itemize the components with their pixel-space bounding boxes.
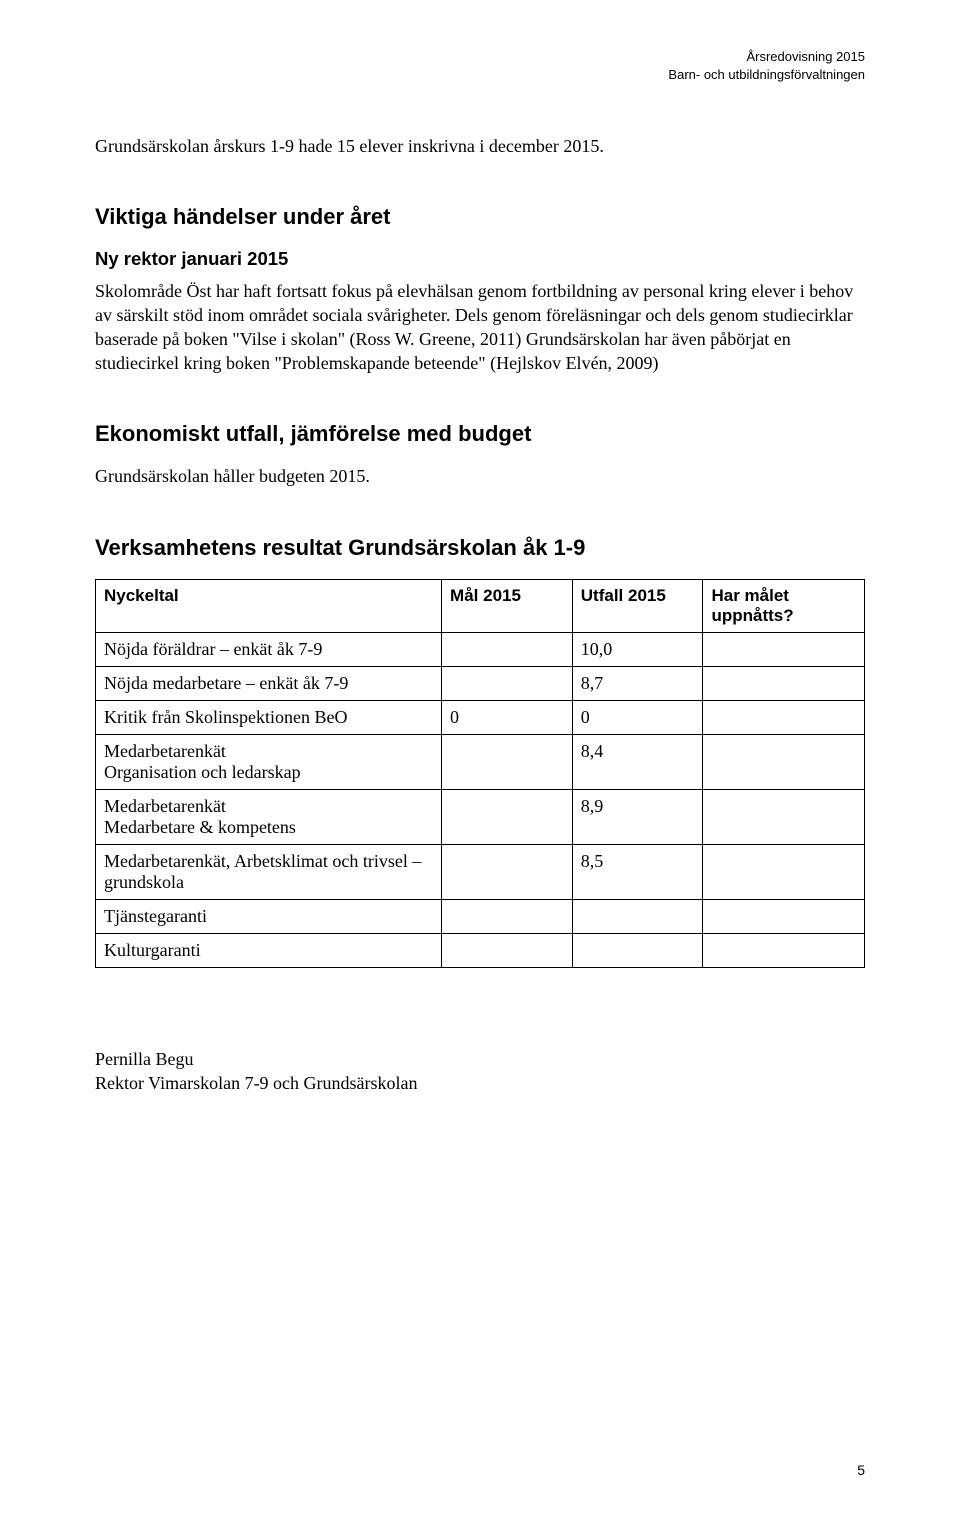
cell-utfall: 8,7: [572, 667, 703, 701]
cell-har: [703, 735, 865, 790]
results-table: Nyckeltal Mål 2015 Utfall 2015 Har målet…: [95, 579, 865, 968]
table-row: Kulturgaranti: [96, 934, 865, 968]
section-economy-heading: Ekonomiskt utfall, jämförelse med budget: [95, 421, 865, 447]
table-header-row: Nyckeltal Mål 2015 Utfall 2015 Har målet…: [96, 580, 865, 633]
cell-mal: 0: [442, 701, 573, 735]
cell-utfall: [572, 934, 703, 968]
table-row: Medarbetarenkät Organisation och ledarsk…: [96, 735, 865, 790]
cell-utfall: 0: [572, 701, 703, 735]
cell-nyckeltal: Medarbetarenkät Organisation och ledarsk…: [96, 735, 442, 790]
section-economy: Ekonomiskt utfall, jämförelse med budget…: [95, 421, 865, 489]
page-header: Årsredovisning 2015 Barn- och utbildning…: [668, 48, 865, 83]
cell-utfall: 8,4: [572, 735, 703, 790]
cell-nyckeltal: Tjänstegaranti: [96, 900, 442, 934]
section-economy-paragraph: Grundsärskolan håller budgeten 2015.: [95, 465, 865, 489]
cell-nyckeltal: Medarbetarenkät, Arbetsklimat och trivse…: [96, 845, 442, 900]
section-results: Verksamhetens resultat Grundsärskolan åk…: [95, 535, 865, 968]
cell-nyckeltal: Nöjda medarbetare – enkät åk 7-9: [96, 667, 442, 701]
section-events-heading: Viktiga händelser under året: [95, 204, 865, 230]
cell-har: [703, 934, 865, 968]
signature-title: Rektor Vimarskolan 7-9 och Grundsärskola…: [95, 1072, 865, 1095]
cell-har: [703, 845, 865, 900]
intro-paragraph: Grundsärskolan årskurs 1-9 hade 15 eleve…: [95, 135, 865, 158]
page-number: 5: [857, 1462, 865, 1478]
section-events-paragraph: Skolområde Öst har haft fortsatt fokus p…: [95, 280, 865, 375]
header-line-2: Barn- och utbildningsförvaltningen: [668, 66, 865, 84]
section-events: Viktiga händelser under året Ny rektor j…: [95, 204, 865, 375]
header-line-1: Årsredovisning 2015: [668, 48, 865, 66]
table-row: Medarbetarenkät, Arbetsklimat och trivse…: [96, 845, 865, 900]
document-page: Årsredovisning 2015 Barn- och utbildning…: [0, 0, 960, 1145]
cell-mal: [442, 790, 573, 845]
table-row: Tjänstegaranti: [96, 900, 865, 934]
table-row: Nöjda föräldrar – enkät åk 7-9 10,0: [96, 633, 865, 667]
signature-block: Pernilla Begu Rektor Vimarskolan 7-9 och…: [95, 1048, 865, 1095]
cell-mal: [442, 900, 573, 934]
section-results-heading: Verksamhetens resultat Grundsärskolan åk…: [95, 535, 865, 561]
cell-har: [703, 900, 865, 934]
table-header-utfall: Utfall 2015: [572, 580, 703, 633]
cell-mal: [442, 845, 573, 900]
page-content: Grundsärskolan årskurs 1-9 hade 15 eleve…: [95, 135, 865, 1095]
table-row: Kritik från Skolinspektionen BeO00: [96, 701, 865, 735]
table-row: Nöjda medarbetare – enkät åk 7-9 8,7: [96, 667, 865, 701]
cell-nyckeltal: Medarbetarenkät Medarbetare & kompetens: [96, 790, 442, 845]
cell-mal: [442, 667, 573, 701]
table-header-mal: Mål 2015: [442, 580, 573, 633]
cell-nyckeltal: Kritik från Skolinspektionen BeO: [96, 701, 442, 735]
cell-har: [703, 667, 865, 701]
cell-mal: [442, 934, 573, 968]
cell-har: [703, 633, 865, 667]
cell-har: [703, 701, 865, 735]
signature-name: Pernilla Begu: [95, 1048, 865, 1071]
section-events-subheading: Ny rektor januari 2015: [95, 248, 865, 270]
table-header-har: Har målet uppnåtts?: [703, 580, 865, 633]
table-header-nyckeltal: Nyckeltal: [96, 580, 442, 633]
table-body: Nöjda föräldrar – enkät åk 7-910,0Nöjda …: [96, 633, 865, 968]
cell-har: [703, 790, 865, 845]
cell-utfall: 8,9: [572, 790, 703, 845]
cell-nyckeltal: Nöjda föräldrar – enkät åk 7-9: [96, 633, 442, 667]
cell-utfall: 8,5: [572, 845, 703, 900]
cell-utfall: 10,0: [572, 633, 703, 667]
cell-mal: [442, 735, 573, 790]
cell-nyckeltal: Kulturgaranti: [96, 934, 442, 968]
cell-utfall: [572, 900, 703, 934]
table-row: Medarbetarenkät Medarbetare & kompetens 8…: [96, 790, 865, 845]
cell-mal: [442, 633, 573, 667]
